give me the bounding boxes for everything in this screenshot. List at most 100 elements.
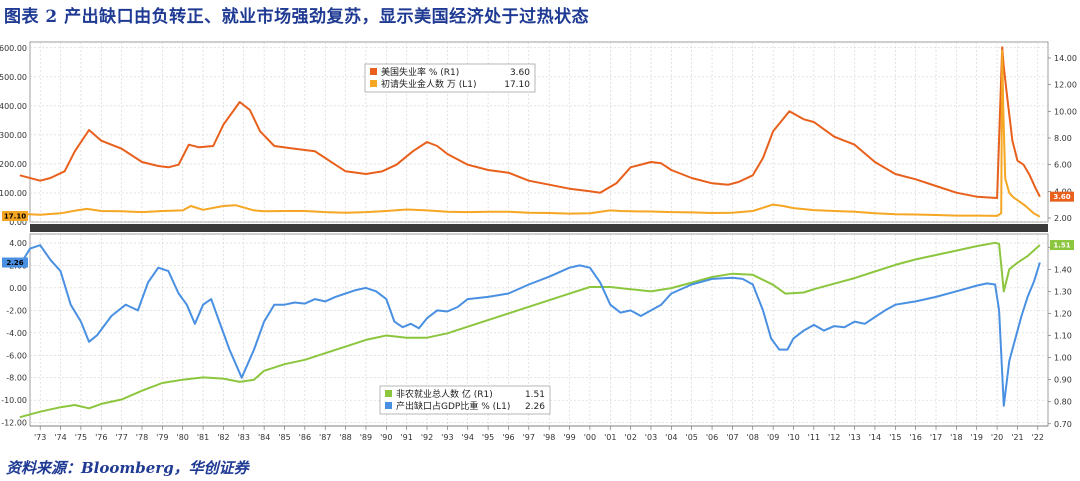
x-axis-tick-label: '01 — [604, 433, 616, 442]
left-axis-tick-label: 4.00 — [9, 239, 27, 248]
legend-value: 3.60 — [510, 68, 530, 78]
legend-swatch — [385, 390, 392, 397]
x-axis-tick-label: '81 — [197, 433, 209, 442]
plot-frame — [29, 41, 1049, 223]
x-axis-tick-label: '80 — [177, 433, 189, 442]
chart-canvas: 0.00 100.00 200.00 300.00 400.00 500.00 600.00… — [0, 41, 1077, 442]
x-axis-tick-label: '74 — [54, 433, 66, 442]
x-axis-tick-label: '73 — [34, 433, 46, 442]
right-axis-tick-label: 1.30 — [1054, 287, 1072, 296]
right-value-badge — [1050, 240, 1074, 251]
right-value-badge — [1050, 191, 1074, 202]
right-axis-tick-label: 0.90 — [1054, 376, 1072, 385]
left-axis-tick-label: -10.00 — [1, 396, 27, 405]
x-axis-tick-label: '99 — [563, 433, 575, 442]
left-axis-tick-label: 0.00 — [9, 284, 27, 293]
series-line-initial-claims — [19, 49, 1041, 218]
left-value-badge — [2, 211, 28, 221]
legend-label: 初请失业金人数 万 (L1) — [381, 78, 477, 90]
x-axis-tick-label: '20 — [991, 433, 1003, 442]
right-axis-tick-label: 1.10 — [1054, 332, 1072, 341]
legend-value: 17.10 — [504, 80, 530, 90]
x-axis-tick-label: '86 — [299, 433, 311, 442]
right-axis-tick-label: 1.40 — [1054, 265, 1072, 274]
x-axis-tick-label: '94 — [462, 433, 474, 442]
x-axis-tick-label: '82 — [217, 433, 229, 442]
x-axis-tick-label: '15 — [889, 433, 901, 442]
right-axis-tick-label: 0.80 — [1054, 398, 1072, 407]
x-axis-tick-label: '14 — [869, 433, 881, 442]
x-axis-tick-label: '78 — [136, 433, 148, 442]
right-axis-tick-label: 12.00 — [1054, 81, 1077, 90]
bottom-panel: -12.00-10.00-8.00-6.00-4.00-2.000.002.00… — [1, 233, 1074, 429]
x-axis-tick-label: '19 — [971, 433, 983, 442]
x-axis-tick-label: '79 — [156, 433, 168, 442]
left-axis-tick-label: 500.00 — [0, 73, 27, 82]
right-value-badge-text: 3.60 — [1053, 193, 1070, 201]
left-axis-tick-label: 300.00 — [0, 131, 27, 140]
x-axis: '73 '74 '75 '76 '77 '78 '79 '80 '81 '82 '83 '84 '85 '… — [30, 224, 1048, 442]
x-axis-tick-label: '90 — [380, 433, 392, 442]
x-axis-tick-label: '05 — [686, 433, 698, 442]
right-axis-tick-label: 1.00 — [1054, 354, 1072, 363]
right-axis-tick-label: 1.20 — [1054, 309, 1072, 318]
left-value-badge — [2, 257, 28, 268]
x-axis-tick-label: '75 — [75, 433, 87, 442]
x-axis-tick-label: '09 — [767, 433, 779, 442]
left-axis-tick-label: 400.00 — [0, 102, 27, 111]
legend-value: 2.26 — [525, 402, 545, 412]
x-axis-tick-label: '02 — [624, 433, 636, 442]
series-line-unemployment-rate — [19, 46, 1041, 199]
top-panel: 0.00 100.00 200.00 300.00 400.00 500.00 600.00… — [0, 41, 1077, 227]
x-axis-tick-label: '08 — [747, 433, 759, 442]
left-axis-tick-label: -8.00 — [6, 374, 27, 383]
x-axis-tick-label: '87 — [319, 433, 331, 442]
x-axis-tick-label: '22 — [1032, 433, 1044, 442]
x-axis-tick-label: '83 — [238, 433, 250, 442]
right-axis-tick-label: 6.00 — [1054, 161, 1072, 170]
legend-label: 产出缺口占GDP比重 % (L1) — [396, 400, 510, 412]
legend-label: 非农就业总人数 亿 (R1) — [396, 388, 493, 400]
legend-label: 美国失业率 % (R1) — [381, 66, 459, 78]
legend-box — [364, 63, 536, 93]
x-axis-tick-label: '89 — [360, 433, 372, 442]
legend-swatch — [370, 68, 377, 75]
x-axis-tick-label: '98 — [543, 433, 555, 442]
x-axis-tick-label: '17 — [930, 433, 942, 442]
series-line-output-gap — [18, 244, 1041, 407]
right-value-badge-text: 1.51 — [1053, 242, 1070, 250]
right-axis-tick-label: 10.00 — [1054, 107, 1077, 116]
left-axis-tick-label: 100.00 — [0, 189, 27, 198]
x-axis-tick-label: '76 — [95, 433, 107, 442]
x-axis-tick-label: '11 — [808, 433, 820, 442]
source-note: 资料来源：Bloomberg，华创证券 — [6, 459, 249, 477]
legend-box — [379, 385, 551, 415]
legend-swatch — [385, 402, 392, 409]
legend-swatch — [370, 80, 377, 87]
x-axis-tick-label: '00 — [584, 433, 596, 442]
left-axis-tick-label: -4.00 — [6, 329, 27, 338]
x-axis-tick-label: '07 — [726, 433, 738, 442]
x-axis-tick-label: '97 — [523, 433, 535, 442]
left-axis-tick-label: -2.00 — [6, 306, 27, 315]
x-axis-tick-label: '91 — [400, 433, 412, 442]
x-axis-tick-label: '13 — [848, 433, 860, 442]
x-axis-tick-label: '10 — [787, 433, 799, 442]
x-axis-tick-label: '88 — [339, 433, 351, 442]
x-axis-tick-label: '18 — [950, 433, 962, 442]
x-axis-tick-label: '85 — [278, 433, 290, 442]
right-axis-tick-label: 0.70 — [1054, 420, 1072, 429]
right-axis-tick-label: 8.00 — [1054, 134, 1072, 143]
x-axis-tick-label: '21 — [1011, 433, 1023, 442]
left-axis-tick-label: 200.00 — [0, 160, 27, 169]
x-axis-tick-label: '03 — [645, 433, 657, 442]
left-axis-tick-label: -12.00 — [1, 419, 27, 428]
x-axis-tick-label: '77 — [115, 433, 127, 442]
panel-separator — [30, 224, 1048, 232]
legend-value: 1.51 — [525, 390, 545, 400]
x-axis-tick-label: '16 — [909, 433, 921, 442]
x-axis-tick-label: '84 — [258, 433, 270, 442]
left-axis-tick-label: -6.00 — [6, 351, 27, 360]
figure-title: 图表 2 产出缺口由负转正、就业市场强劲复苏，显示美国经济处于过热状态 — [4, 7, 590, 27]
left-axis-tick-label: 600.00 — [0, 44, 27, 53]
